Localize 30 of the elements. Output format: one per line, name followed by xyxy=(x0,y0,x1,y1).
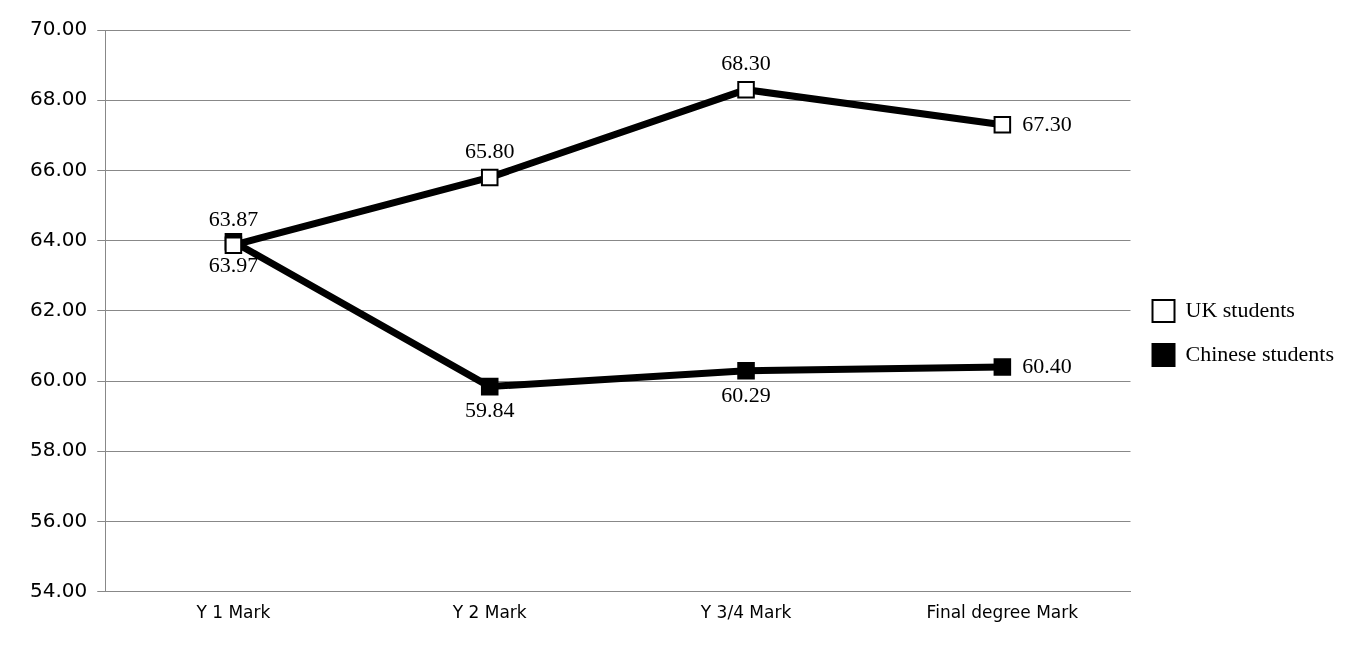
data-label: 65.80 xyxy=(464,138,515,164)
x-tick-label: Y 1 Mark xyxy=(195,602,271,623)
point xyxy=(993,115,1012,134)
data-label: 67.30 xyxy=(1022,110,1072,136)
x-tick-label: Y 3/4 Mark xyxy=(699,602,792,623)
x-tick-label: Final degree Mark xyxy=(926,602,1079,623)
y-tick-label: 54.00 xyxy=(29,577,88,602)
data-label: 60.40 xyxy=(1022,352,1072,378)
data-label: 63.87 xyxy=(208,205,259,231)
point xyxy=(737,362,755,380)
legend-label: UK students xyxy=(1185,296,1295,322)
y-tick-label: 58.00 xyxy=(29,437,88,462)
y-tick-label: 64.00 xyxy=(29,226,88,251)
point xyxy=(480,377,499,396)
y-tick-label: 68.00 xyxy=(29,86,88,111)
point xyxy=(737,80,755,99)
legend-label: Chinese students xyxy=(1185,340,1335,366)
x-tick-label: Y 2 Mark xyxy=(451,602,527,623)
point xyxy=(480,168,499,187)
y-tick-label: 70.00 xyxy=(29,16,88,41)
data-label: 59.84 xyxy=(464,397,515,423)
y-tick-label: 66.00 xyxy=(29,156,88,181)
data-label: 68.30 xyxy=(721,50,771,76)
point xyxy=(224,236,243,254)
y-tick-label: 56.00 xyxy=(29,507,88,532)
data-label: 63.97 xyxy=(208,252,259,278)
data-label: 60.29 xyxy=(721,381,771,407)
point xyxy=(993,358,1012,376)
y-tick-label: 60.00 xyxy=(29,367,88,392)
y-tick-label: 62.00 xyxy=(29,297,88,321)
